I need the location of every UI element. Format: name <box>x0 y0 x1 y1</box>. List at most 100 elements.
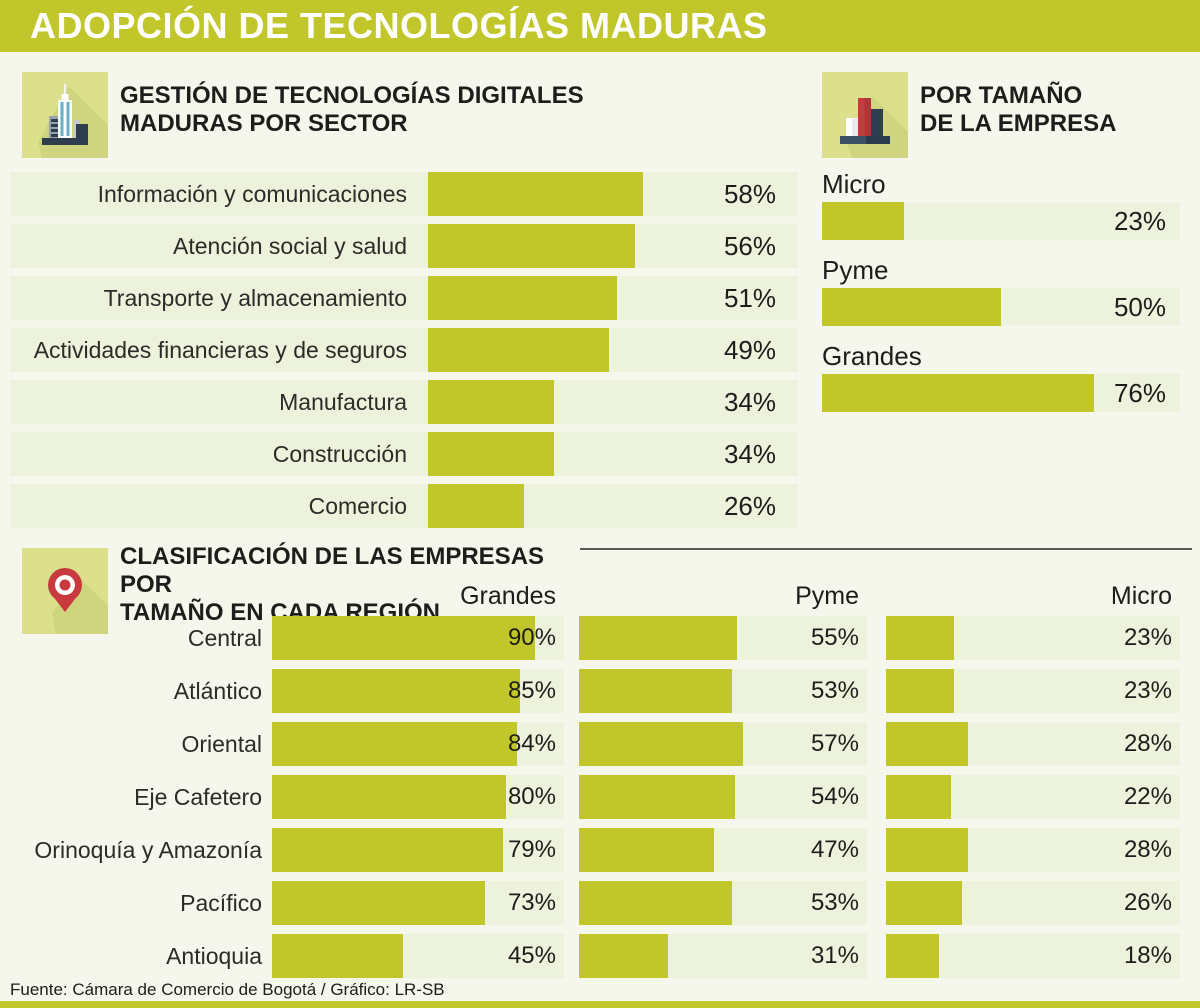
bar-track-grandes: 84% <box>272 722 564 766</box>
bar-fill <box>272 722 518 766</box>
bar-fill <box>579 722 744 766</box>
bar-track-micro: 23% <box>886 669 1180 713</box>
size-group: Micro 23% <box>822 170 1180 240</box>
bar-fill <box>822 202 905 240</box>
source-credit: Fuente: Cámara de Comercio de Bogotá / G… <box>10 980 445 999</box>
bar-fill <box>579 934 669 978</box>
bar-value: 58% <box>723 179 776 209</box>
bar-fill <box>886 616 954 660</box>
sector-chart-title: GESTIÓN DE TECNOLOGÍAS DIGITALES MADURAS… <box>120 82 584 137</box>
sector-chart-rows: Información y comunicaciones 58% Atención … <box>10 172 798 536</box>
bar-track: 76% <box>822 374 1180 412</box>
bar-track-grandes: 73% <box>272 881 564 925</box>
bar-value: 79% <box>507 836 556 863</box>
sector-row: Construcción 34% <box>10 432 798 476</box>
bar-track-grandes: 45% <box>272 934 564 978</box>
bar-fill <box>428 172 643 216</box>
region-row: Antioquia 45% 31% 18% <box>10 934 1190 978</box>
bar-value: 53% <box>810 889 859 916</box>
bar-value: 23% <box>1123 624 1172 651</box>
bar-fill <box>272 669 521 713</box>
column-header-micro: Micro <box>1110 582 1172 610</box>
bar-value: 23% <box>1113 206 1166 236</box>
bar-zone <box>428 276 798 320</box>
bar-fill <box>428 276 617 320</box>
page-title: ADOPCIÓN DE TECNOLOGÍAS MADURAS <box>0 0 1200 52</box>
bar-track-pyme: 47% <box>579 828 867 872</box>
bar-value: 76% <box>1113 378 1166 408</box>
bar-fill <box>886 828 969 872</box>
column-header-grandes: Grandes <box>460 582 556 610</box>
region-chart-rows: Central 90% 55% 23% Atlántico 85% 53% 23% Orient… <box>10 616 1190 987</box>
region-label: Antioquia <box>166 942 262 969</box>
sector-row: Comercio 26% <box>10 484 798 528</box>
region-chart-title: CLASIFICACIÓN DE LAS EMPRESAS POR TAMAÑO… <box>120 543 545 626</box>
bar-value: 53% <box>810 677 859 704</box>
bar-value: 34% <box>723 387 776 417</box>
region-label: Pacífico <box>180 889 262 916</box>
bar-zone <box>428 432 798 476</box>
region-column-headers: Grandes Pyme Micro <box>10 582 1190 612</box>
bar-track-pyme: 31% <box>579 934 867 978</box>
bar-zone <box>428 328 798 372</box>
bar-zone <box>428 172 798 216</box>
size-group: Grandes 76% <box>822 342 1180 412</box>
bar-value: 45% <box>507 942 556 969</box>
bar-value: 84% <box>507 730 556 757</box>
bar-value: 50% <box>1113 292 1166 322</box>
sector-label: Manufactura <box>279 388 407 415</box>
bar-track-pyme: 55% <box>579 616 867 660</box>
bar-value: 23% <box>1123 677 1172 704</box>
bar-fill <box>428 432 554 476</box>
size-chart-title: POR TAMAÑO DE LA EMPRESA <box>920 82 1117 137</box>
bar-value: 28% <box>1123 836 1172 863</box>
sector-label: Transporte y almacenamiento <box>103 284 407 311</box>
region-row: Orinoquía y Amazonía 79% 47% 28% <box>10 828 1190 872</box>
bar-value: 26% <box>1123 889 1172 916</box>
sector-label: Comercio <box>308 492 407 519</box>
bar-track: 50% <box>822 288 1180 326</box>
bar-value: 73% <box>507 889 556 916</box>
bar-track-pyme: 57% <box>579 722 867 766</box>
bar-zone <box>428 224 798 268</box>
bar-fill <box>428 328 610 372</box>
bar-value: 26% <box>723 491 776 521</box>
bar-track-grandes: 80% <box>272 775 564 819</box>
bar-track-micro: 18% <box>886 934 1180 978</box>
bar-track: 23% <box>822 202 1180 240</box>
sector-label: Actividades financieras y de seguros <box>33 336 407 363</box>
bar-fill <box>886 722 969 766</box>
bar-value: 34% <box>723 439 776 469</box>
bar-fill <box>822 288 1001 326</box>
bar-value: 47% <box>810 836 859 863</box>
bar-value: 28% <box>1123 730 1172 757</box>
bar-fill <box>272 775 506 819</box>
bar-value: 22% <box>1123 783 1172 810</box>
bar-value: 18% <box>1123 942 1172 969</box>
region-label: Central <box>187 624 262 651</box>
bar-fill <box>272 881 486 925</box>
footer-accent-bar <box>0 1001 1200 1008</box>
bar-track-grandes: 79% <box>272 828 564 872</box>
bar-fill <box>428 224 636 268</box>
bar-fill <box>272 828 503 872</box>
sector-row: Actividades financieras y de seguros 49% <box>10 328 798 372</box>
bar-track-micro: 23% <box>886 616 1180 660</box>
region-label: Oriental <box>181 730 262 757</box>
region-label: Eje Cafetero <box>134 783 262 810</box>
sector-row: Manufactura 34% <box>10 380 798 424</box>
bar-fill <box>579 775 735 819</box>
bar-fill <box>886 934 939 978</box>
title-divider-line <box>580 548 1192 550</box>
bar-value: 55% <box>810 624 859 651</box>
bar-fill <box>579 881 732 925</box>
bar-value: 90% <box>507 624 556 651</box>
size-label: Grandes <box>822 341 922 371</box>
bar-value: 57% <box>810 730 859 757</box>
size-label: Micro <box>822 169 886 199</box>
sector-label: Construcción <box>272 440 407 467</box>
region-row: Oriental 84% 57% 28% <box>10 722 1190 766</box>
size-label: Pyme <box>822 255 889 285</box>
bar-zone <box>428 484 798 528</box>
